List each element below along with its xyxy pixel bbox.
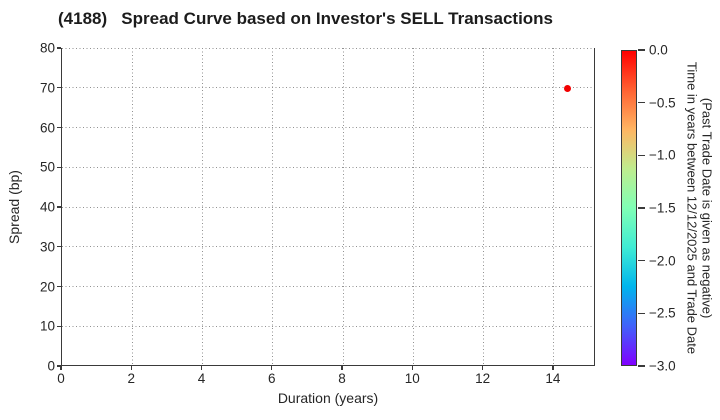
x-tick-0 [60, 366, 62, 370]
x-tick-label-8: 8 [338, 371, 346, 386]
x-axis-label: Duration (years) [277, 390, 379, 406]
colorbar-tick-1 [638, 101, 645, 104]
x-tick-10 [411, 366, 413, 370]
y-tick-50 [57, 166, 61, 168]
y-tick-label-70: 70 [39, 80, 55, 96]
colorbar-tick-label-2: −1.0 [649, 147, 676, 163]
y-tick-label-30: 30 [39, 239, 55, 255]
y-tick-70 [57, 87, 61, 89]
colorbar-gradient [621, 50, 637, 366]
colorbar-tick-0 [638, 49, 645, 51]
gridline-y-60 [62, 127, 594, 128]
colorbar-tick-3 [638, 207, 645, 209]
gridline-y-10 [62, 325, 594, 327]
gridline-y-70 [62, 87, 594, 89]
gridline-y-20 [62, 286, 594, 287]
gridline-y-80 [62, 48, 594, 49]
x-tick-8 [341, 366, 343, 370]
x-tick-12 [481, 366, 484, 370]
x-tick-4 [200, 366, 203, 370]
y-tick-20 [57, 285, 61, 288]
x-tick-6 [271, 366, 273, 370]
colorbar-tick-label-6: −3.0 [649, 358, 676, 374]
colorbar-tick-6 [638, 365, 645, 367]
y-tick-60 [57, 126, 61, 129]
colorbar-tick-label-0: 0.0 [649, 42, 668, 58]
colorbar-title: Time in years between 12/12/2025 and Tra… [684, 61, 715, 355]
data-point-0 [564, 85, 572, 93]
y-tick-40 [57, 206, 61, 208]
colorbar-tick-label-4: −2.0 [649, 253, 676, 269]
x-tick-label-14: 14 [545, 371, 561, 386]
x-tick-label-6: 6 [268, 371, 276, 386]
x-tick-label-12: 12 [475, 371, 491, 386]
plot-area [61, 48, 595, 366]
x-tick-14 [552, 366, 554, 370]
colorbar-tick-label-1: −0.5 [649, 95, 676, 111]
colorbar-tick-5 [638, 312, 645, 315]
gridline-y-50 [62, 166, 594, 168]
x-tick-label-0: 0 [57, 371, 65, 386]
y-tick-10 [57, 325, 61, 327]
y-tick-label-10: 10 [39, 318, 55, 334]
colorbar-tick-label-3: −1.5 [649, 200, 676, 216]
colorbar-tick-2 [638, 154, 645, 157]
x-tick-label-4: 4 [197, 371, 206, 386]
colorbar-tick-label-5: −2.5 [649, 305, 676, 321]
y-tick-0 [57, 365, 61, 367]
y-tick-label-80: 80 [39, 40, 55, 56]
y-tick-label-50: 50 [39, 159, 55, 175]
y-tick-label-40: 40 [39, 199, 55, 215]
colorbar-tick-4 [638, 259, 645, 262]
y-tick-label-60: 60 [39, 120, 55, 135]
x-tick-2 [130, 366, 132, 370]
y-tick-80 [57, 47, 61, 49]
x-tick-label-10: 10 [404, 371, 420, 386]
x-tick-label-2: 2 [127, 371, 136, 386]
chart-title: (4188) Spread Curve based on Investor's … [58, 9, 554, 28]
y-tick-label-20: 20 [39, 279, 55, 294]
gridline-y-30 [62, 246, 594, 248]
y-tick-30 [57, 246, 61, 248]
y-tick-label-0: 0 [47, 358, 55, 374]
gridline-y-40 [62, 206, 594, 208]
